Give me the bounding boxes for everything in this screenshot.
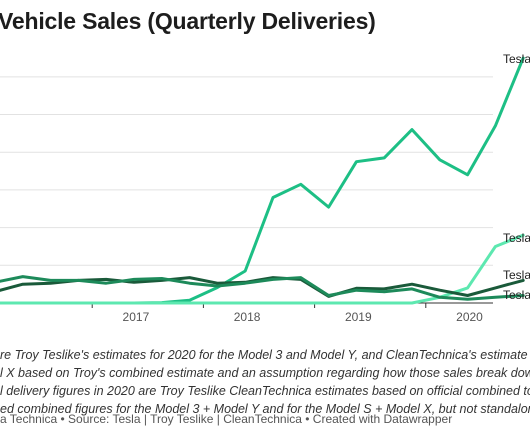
x-tick-label: 2019 bbox=[345, 310, 372, 324]
series-labels: Tesla Tesla Tesla Tesla bbox=[503, 52, 530, 302]
source-line: a Technica • Source: Tesla | Troy Teslik… bbox=[0, 412, 453, 426]
series-line bbox=[0, 275, 525, 301]
note-line: l delivery figures in 2020 are Troy Tesl… bbox=[0, 384, 530, 398]
x-tick-label: 2017 bbox=[123, 310, 150, 324]
series-lines bbox=[0, 56, 525, 305]
note-line: ed combined figures for the Model 3 + Mo… bbox=[0, 402, 530, 416]
x-tick-label: 2018 bbox=[234, 310, 261, 324]
series-line bbox=[0, 233, 525, 305]
series-label: Tesla bbox=[503, 268, 530, 282]
chart-title: Vehicle Sales (Quarterly Deliveries) bbox=[0, 8, 376, 34]
chart-notes: re Troy Teslike's estimates for 2020 for… bbox=[0, 346, 530, 418]
series-label: Tesla bbox=[503, 52, 530, 66]
note-line: re Troy Teslike's estimates for 2020 for… bbox=[0, 348, 530, 362]
x-tick-label: 2020 bbox=[456, 310, 483, 324]
series-label: Tesla bbox=[503, 288, 530, 302]
series-label: Tesla bbox=[503, 231, 530, 245]
note-line: l X based on Troy's combined estimate an… bbox=[0, 366, 530, 380]
x-axis-ticks: 2017 2018 2019 2020 bbox=[91, 303, 483, 324]
series-line bbox=[0, 56, 525, 305]
line-chart: 2017 2018 2019 2020 Tesla Tesla Tesla Tesla bbox=[0, 52, 530, 324]
